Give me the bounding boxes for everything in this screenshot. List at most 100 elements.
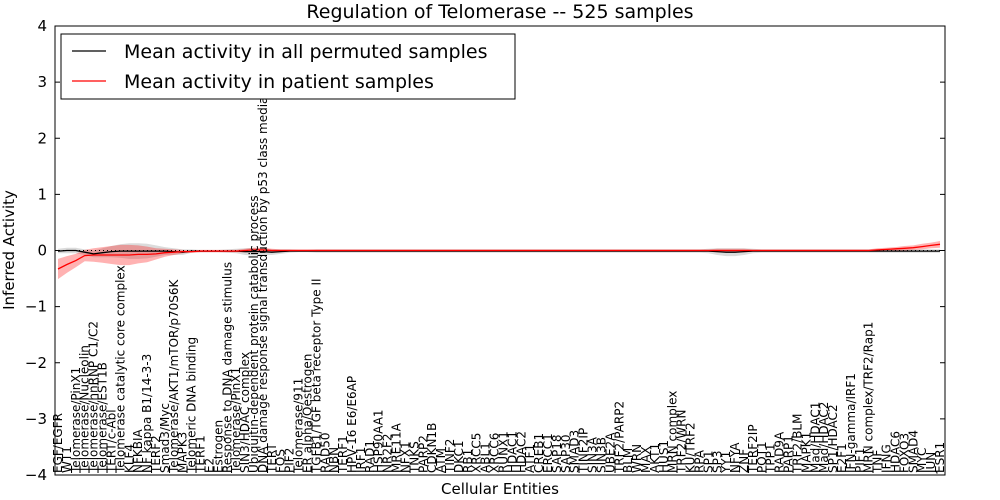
x-tick-label: TERT [265, 443, 279, 474]
x-tick-label: PIF2 [283, 448, 297, 473]
x-tick-label: PIF1 [853, 448, 867, 473]
x-tick-label: JUN [924, 452, 938, 474]
x-tick-label: MAPK3 [176, 432, 190, 473]
x-tick-label: AKT1 [648, 443, 662, 473]
x-tick-label: TNKS [407, 441, 421, 474]
x-tick-label: HUS1 [657, 440, 671, 473]
x-tick-label: RB1 [461, 449, 475, 473]
x-tick-label: WRN [630, 444, 644, 473]
x-tick-label: MRE11A [390, 422, 404, 473]
x-tick-label: TRF2/BLM [791, 414, 805, 475]
x-tick-label: SIN3B [595, 437, 609, 473]
x-tick-label: ZNF [737, 449, 751, 473]
x-tick-label: MYC [915, 448, 929, 473]
y-tick-label: −3 [25, 410, 47, 428]
x-tick-label: RAD9A [773, 431, 787, 473]
x-tick-label: RPA [693, 449, 707, 473]
x-tick-label: MAX [639, 446, 653, 473]
y-tick-label: 3 [37, 73, 47, 91]
x-tick-label: TGFB1/TGF beta receptor Type II [309, 278, 323, 474]
x-tick-label: UBE2A [603, 432, 617, 473]
x-tick-label: ESR1 [933, 442, 947, 473]
x-tick-label: RAD50 [318, 432, 332, 473]
x-tick-label: TRF2/WRN [675, 410, 689, 474]
x-tick-label: TPP1 [764, 444, 778, 474]
x-tick-label: DKC1 [452, 441, 466, 473]
x-tick-label: Telomerase/911 [292, 378, 306, 474]
x-tick-label: MRN complex/TRF2/Rap1 [862, 322, 876, 473]
x-tick-label: CREB1 [532, 433, 546, 473]
x-tick-label: Telomerase/EST1B [96, 362, 110, 474]
legend: Mean activity in all permuted samples Me… [60, 33, 516, 100]
x-tick-label: NFKBIA [131, 428, 145, 473]
y-tick-label: −4 [25, 466, 47, 484]
x-tick-label: ATF1 [523, 444, 537, 473]
x-tick-label: Response to DNA damage stimulus [220, 262, 234, 473]
legend-label-patient: Mean activity in patient samples [124, 71, 434, 93]
x-tick-label: NR2F2 [381, 433, 395, 473]
x-tick-label: KLF4 [122, 444, 136, 473]
x-tick-label: YY1 [719, 451, 733, 474]
x-tick-label: NBN [327, 447, 341, 473]
series-line-patient [57, 243, 941, 270]
x-tick-label: HDAC2 [514, 431, 528, 473]
x-tick-label: NFYA [728, 442, 742, 473]
x-tick-label: Estrogen [211, 420, 225, 473]
x-tick-label: FOXO3 [897, 433, 911, 473]
x-tick-label: Telomerase/hnRNP C1/C2 [87, 321, 101, 474]
series-lines [55, 243, 945, 270]
x-tick-label: E2 [203, 458, 217, 473]
x-tick-label: E2F1 [835, 443, 849, 473]
x-tick-label: Telomerase/PinX1 [69, 367, 83, 474]
x-tick-label: NFX1 [399, 441, 413, 473]
x-tick-label: WT1 [60, 446, 74, 473]
x-tick-label: SP3 [710, 451, 724, 474]
x-tick-label: SIN3A [586, 436, 600, 473]
x-tick-label: Telomeric DNA binding [185, 337, 199, 474]
x-tick-label: BLM [621, 448, 635, 473]
x-tick-label: TERF2IP [746, 424, 760, 474]
x-tick-label: MAPK1 [799, 432, 813, 473]
x-tick-label: TINF2IP [577, 428, 591, 474]
y-tick-label: 1 [37, 185, 47, 203]
x-tick-label: SAP30 [559, 434, 573, 473]
x-tick-label: HDAC6 [889, 431, 903, 473]
x-tick-labels: EGF/EGFRWT1Telomerase/PinX1Telomerase/Nu… [51, 80, 947, 474]
x-tick-label: TINF2 [443, 439, 457, 474]
x-tick-label: HPV-16 E6/E6AP [345, 376, 359, 473]
x-tick-label: ERCC1 [541, 433, 555, 473]
x-tick-label: TERF1 [336, 435, 350, 474]
x-tick-label: HDAC1 [505, 431, 519, 473]
x-tick-label: DNA damage response signal transduction … [256, 80, 270, 473]
x-tick-label: HSP90AA1 [372, 409, 386, 473]
x-axis-label: Cellular Entities [441, 480, 559, 498]
x-tick-label: Mad/HDAC1 [808, 402, 822, 473]
y-tick-label: 0 [37, 242, 47, 260]
x-tick-label: TERT/c-Abl [105, 409, 119, 474]
x-tick-label: SP1 [701, 451, 715, 474]
x-tick-label: SIN3/HDAC complex [238, 352, 252, 473]
x-tick-label: Telomerase/AKT1/mTOR/p70S6K [167, 278, 181, 474]
x-tick-label: PARP1 [782, 435, 796, 473]
x-tick-label: SMAD3 [568, 430, 582, 473]
x-tick-label: PARP2 [416, 435, 430, 473]
x-tick-label: SP1/HDAC2 [826, 404, 840, 473]
x-tick-label: RUNX1 [497, 431, 511, 473]
x-tick-label: CDKN1B [425, 423, 439, 473]
x-tick-label: ABL1 [479, 442, 493, 473]
x-tick-label: POT1 [755, 441, 769, 473]
x-tick-label: ATM [434, 448, 448, 473]
x-tick-label: Smad3/Myc [158, 403, 172, 473]
x-tick-label: FOS [274, 449, 288, 473]
x-tick-label: IFN-gamma/IRF1 [844, 373, 858, 473]
x-tick-label: SMAD4 [906, 430, 920, 473]
x-tick-label: Telomerase/Nucleolin [78, 345, 92, 474]
x-tick-label: Telomerase/PinX1 [229, 367, 243, 474]
x-tick-label: ER alpha/Oestrogen [301, 354, 315, 473]
x-tick-label: TERF1 [194, 435, 208, 474]
y-tick-label: −1 [25, 298, 47, 316]
x-tick-label: XRCC6 [488, 433, 502, 473]
x-tick-label: Ubiquitin-dependent protein catabolic pr… [247, 195, 261, 473]
legend-box [60, 33, 516, 100]
